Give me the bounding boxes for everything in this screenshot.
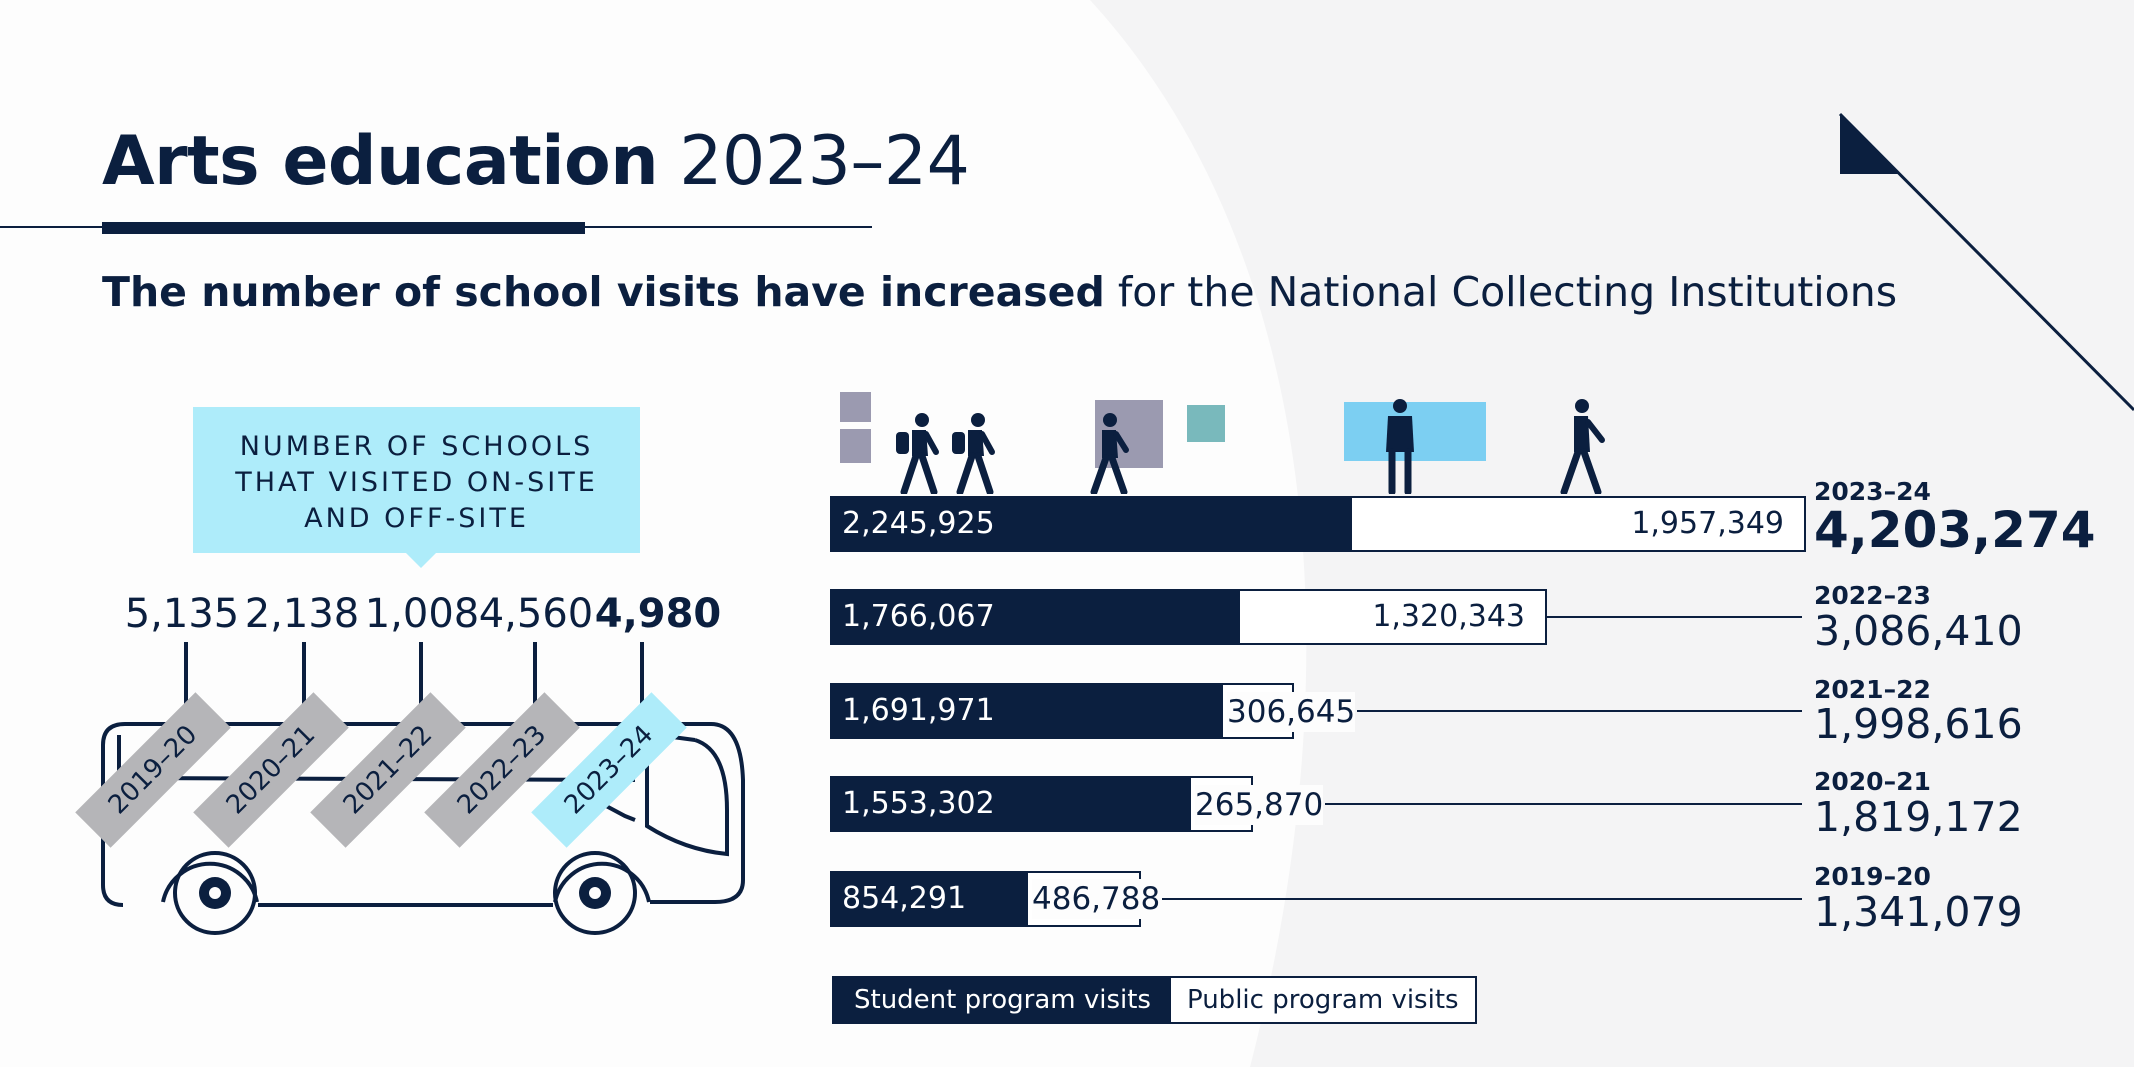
student-walking-icon bbox=[952, 413, 995, 494]
legend-student-program: Student program visits bbox=[834, 978, 1171, 1022]
year-label-2020-21: 2020–21 bbox=[1814, 767, 1931, 796]
student-bar-2019-20: 854,291 bbox=[830, 871, 1028, 927]
total-2020-21: 1,819,172 bbox=[1814, 793, 2023, 841]
total-2021-22: 1,998,616 bbox=[1814, 700, 2023, 748]
title-bold: Arts education bbox=[102, 122, 659, 201]
total-2022-23: 3,086,410 bbox=[1814, 607, 2023, 655]
public-label-2021-22: 306,645 bbox=[1227, 692, 1356, 732]
public-bar-2023-24: 1,957,349 bbox=[1352, 496, 1806, 552]
teal-square bbox=[1187, 405, 1225, 442]
subtitle-bold: The number of school visits have increas… bbox=[102, 268, 1105, 316]
public-label-2020-21: 265,870 bbox=[1195, 785, 1324, 825]
legend-public-program: Public program visits bbox=[1170, 978, 1475, 1022]
leader-line-2020-21 bbox=[1325, 803, 1802, 805]
callout-line-1: NUMBER OF SCHOOLS bbox=[239, 431, 594, 462]
school-count-2019-20: 5,135 bbox=[124, 591, 240, 637]
leader-line-2019-20 bbox=[1162, 898, 1802, 900]
total-2019-20: 1,341,079 bbox=[1814, 888, 2023, 936]
title-accent-bar bbox=[102, 222, 585, 234]
public-bar-2022-23: 1,320,343 bbox=[1240, 589, 1547, 645]
year-label-2019-20: 2019–20 bbox=[1814, 862, 1931, 891]
page-title: Arts education 2023–24 bbox=[102, 122, 970, 202]
year-label-2023-24: 2023–24 bbox=[1814, 477, 1931, 506]
schools-callout: NUMBER OF SCHOOLS THAT VISITED ON-SITE A… bbox=[193, 407, 640, 553]
pennant-icon bbox=[1838, 112, 2134, 412]
year-label-2022-23: 2022–23 bbox=[1814, 581, 1931, 610]
callout-line-2: THAT VISITED ON-SITE bbox=[235, 467, 598, 498]
year-label-2021-22: 2021–22 bbox=[1814, 675, 1931, 704]
student-bar-2020-21: 1,553,302 bbox=[830, 776, 1191, 832]
leader-line-2021-22 bbox=[1357, 710, 1802, 712]
school-count-2020-21: 2,138 bbox=[244, 591, 360, 637]
subtitle: The number of school visits have increas… bbox=[102, 266, 1897, 318]
student-bar-2021-22: 1,691,971 bbox=[830, 683, 1223, 739]
callout-pointer bbox=[406, 553, 436, 568]
bus-icon bbox=[101, 642, 745, 935]
school-count-2021-22: 1,008 bbox=[364, 591, 480, 637]
title-year: 2023–24 bbox=[679, 122, 970, 201]
total-2023-24: 4,203,274 bbox=[1814, 501, 2096, 559]
callout-line-3: AND OFF-SITE bbox=[304, 503, 529, 534]
person-walking-icon bbox=[1560, 399, 1605, 494]
public-label-2019-20: 486,788 bbox=[1032, 879, 1161, 919]
lavender-square-bottom bbox=[840, 429, 871, 463]
chart-legend: Student program visits Public program vi… bbox=[832, 976, 1477, 1024]
student-walking-icon bbox=[896, 413, 939, 494]
lavender-square-top bbox=[840, 392, 871, 422]
school-count-2022-23: 4,560 bbox=[478, 591, 594, 637]
person-standing-icon bbox=[1386, 399, 1414, 494]
student-bar-2023-24: 2,245,925 bbox=[830, 496, 1352, 552]
person-walking-icon bbox=[1090, 413, 1129, 494]
school-count-2023-24: 4,980 bbox=[594, 591, 722, 637]
subtitle-rest: for the National Collecting Institutions bbox=[1104, 268, 1898, 316]
leader-line-2022-23 bbox=[1547, 616, 1802, 618]
student-bar-2022-23: 1,766,067 bbox=[830, 589, 1240, 645]
sky-blue-block bbox=[1344, 402, 1486, 461]
